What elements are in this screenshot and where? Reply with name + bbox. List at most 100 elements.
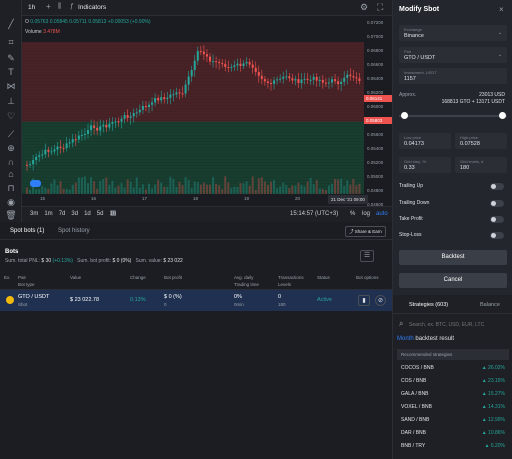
pair-value: GTO / USDT [404, 55, 436, 61]
candle-body [227, 66, 230, 68]
investment-label: Investment, USDT [404, 70, 437, 75]
trash-icon[interactable]: 🗑 [5, 210, 17, 220]
timeframe-button[interactable]: 3m [30, 211, 39, 217]
close-icon[interactable]: × [499, 5, 504, 14]
list-item[interactable]: VOXEL / BNB ▲ 14.31% [399, 402, 507, 414]
list-item[interactable]: GALA / BNB ▲ 15.27% [399, 389, 507, 401]
price-tick: 0.06600 [367, 62, 384, 67]
percent-toggle[interactable]: % [350, 211, 356, 217]
grid-levels-label: Grid levels, # [460, 159, 484, 164]
volume-bar [279, 186, 282, 194]
candle-body [178, 92, 181, 94]
pattern-icon[interactable]: ⋈ [6, 81, 16, 91]
chevron-down-icon: ⌄ [497, 52, 502, 58]
text-icon[interactable]: T [8, 67, 14, 77]
list-item[interactable]: DAR / BNB ▲ 10.86% [399, 428, 507, 440]
zoom-icon[interactable]: ⊕ [7, 143, 15, 153]
shapes-icon[interactable]: ♡ [6, 111, 16, 121]
slider-handle-low[interactable] [401, 112, 408, 119]
list-item[interactable]: BNB / TRY ▲ 6.20% [399, 441, 507, 453]
projection-icon[interactable]: ⊥ [7, 96, 15, 106]
list-item[interactable]: SAND / BNB ▲ 12.99% [399, 415, 507, 427]
investment-input[interactable]: Investment, USDT 1157 [399, 68, 507, 84]
candle-body [349, 74, 352, 77]
column-header: Transactions Levels [278, 275, 304, 287]
candle-body [263, 79, 266, 82]
filter-icon[interactable]: ☰ [360, 250, 374, 262]
stop-icon[interactable]: ⊘ [375, 295, 386, 306]
timeframe-button[interactable]: 3d [71, 211, 79, 217]
cloud-icon[interactable] [30, 180, 41, 187]
volume-bar [157, 179, 160, 194]
indicators-button[interactable]: Indicators [78, 4, 107, 11]
ruler-icon[interactable]: ⟋ [7, 129, 15, 139]
chart-type-icon[interactable]: ⫼ [58, 3, 62, 10]
take-profit-toggle[interactable] [490, 216, 504, 223]
table-row[interactable]: GTO / USDT Sbot $ 23 022.78 0.13% $ 0 (%… [0, 290, 392, 311]
chevron-down-icon: ⌄ [497, 30, 502, 36]
time-axis[interactable]: 15 16 17 18 19 20 [22, 194, 364, 206]
high-price-input[interactable]: High price 0.07528 [455, 133, 507, 149]
price-chart[interactable]: O 0.05763 0.05845 0.05711 0.05813 +0.000… [22, 16, 392, 206]
volume-bar [87, 183, 89, 194]
settings-icon[interactable]: ⚙ [360, 2, 369, 12]
timeframe-button[interactable]: 1d [84, 211, 91, 217]
fib-icon[interactable]: ⌗ [8, 37, 14, 47]
eye-icon[interactable]: ◉ [7, 197, 15, 207]
list-item[interactable]: COS / BNB ▲ 23.15% [399, 376, 507, 388]
timeframe-button[interactable]: 7d [58, 211, 66, 217]
auto-toggle[interactable]: auto [376, 211, 388, 217]
magnet-icon[interactable]: ∩ [7, 157, 15, 167]
log-toggle[interactable]: log [362, 211, 371, 217]
timeframe-button[interactable]: 1h [109, 211, 117, 217]
stop-loss-toggle[interactable] [490, 232, 504, 239]
compare-icon[interactable]: + [46, 2, 51, 11]
month-selector[interactable]: Month [397, 336, 414, 342]
search-box: ⌕ [397, 318, 509, 332]
timeframe-button[interactable]: 5d [96, 211, 104, 217]
volume-bar [71, 184, 74, 194]
tab-spot-bots[interactable]: Spot bots (1) [10, 228, 45, 234]
strategy-pair: COS / BNB [401, 378, 427, 384]
volume-bar [26, 187, 28, 194]
lock-draw-icon[interactable]: ⊓ [7, 183, 15, 193]
exchange-value: Binance [404, 33, 424, 39]
slider-handle-high[interactable] [499, 112, 506, 119]
trailing-up-toggle[interactable] [490, 183, 504, 190]
grid-step-input[interactable]: Grid step, % 0.33 [399, 157, 451, 173]
fullscreen-icon[interactable]: ⛶ [377, 2, 384, 12]
bar-chart-icon[interactable]: ▮ [358, 295, 370, 306]
candle-body [303, 78, 306, 80]
range-slider[interactable] [399, 109, 507, 123]
pair-select[interactable]: Pair GTO / USDT ⌄ [399, 47, 507, 63]
trailing-down-toggle[interactable] [490, 200, 504, 207]
volume-bar [285, 185, 288, 194]
lock-icon[interactable]: ⌂ [8, 169, 14, 179]
volume-bar [99, 180, 102, 194]
candle-body [260, 75, 263, 80]
tab-spot-history[interactable]: Spot history [58, 228, 90, 234]
list-item[interactable]: COCOS / BNB ▲ 26.02% [399, 363, 507, 375]
cancel-button[interactable]: Cancel [399, 273, 507, 288]
volume-bar [138, 187, 141, 194]
search-input[interactable] [409, 320, 509, 330]
price-scale[interactable]: 0.07200 0.07000 0.06800 0.06600 0.06400 0.062… [364, 16, 392, 206]
low-price-input[interactable]: Low price 0.04173 [399, 133, 451, 149]
exchange-select[interactable]: Exchange Binance ⌄ [399, 25, 507, 41]
candle-body [96, 127, 99, 131]
grid-levels-input[interactable]: Grid levels, # 180 [455, 157, 507, 173]
interval-button[interactable]: 1h [28, 4, 36, 11]
tab-balance[interactable]: Balance [480, 302, 500, 308]
timeframe-button[interactable]: 1m [44, 211, 53, 217]
calendar-icon[interactable]: ▦ [110, 210, 117, 217]
volume-bar [224, 176, 227, 194]
candle-body [215, 61, 218, 63]
brush-icon[interactable]: ✎ [7, 53, 15, 63]
trendline-icon[interactable]: ╱ [8, 19, 14, 29]
volume-bar [77, 177, 80, 194]
share-earn-button[interactable]: ⤴ Share & Earn [345, 226, 386, 237]
indicators-icon[interactable]: ƒ [70, 3, 74, 10]
backtest-button[interactable]: Backtest [399, 250, 507, 265]
tab-strategies[interactable]: Strategies (603) [409, 302, 449, 308]
candle-body [93, 125, 96, 128]
